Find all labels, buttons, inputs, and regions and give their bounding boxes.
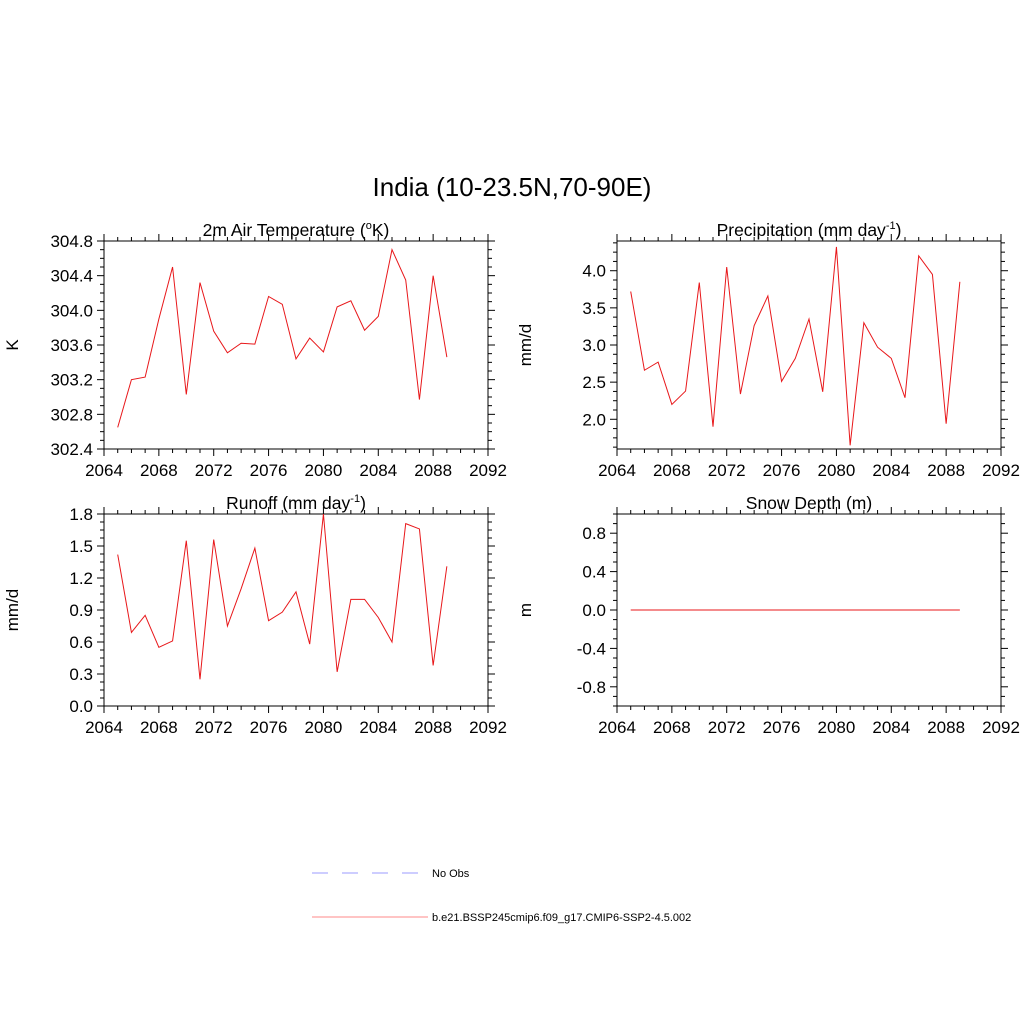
- x-tick-label: 2064: [598, 461, 636, 480]
- panels: 2m Air Temperature (oK) K 2064 2068 2072 2076…: [3, 220, 1020, 737]
- x-tick-label: 2084: [359, 718, 397, 737]
- legend-model-label: b.e21.BSSP245cmip6.f09_g17.CMIP6-SSP2-4.…: [432, 912, 691, 924]
- series-line: [630, 246, 961, 446]
- x-tick-label: 2092: [982, 718, 1020, 737]
- y-axis-label: mm/d: [516, 324, 535, 367]
- y-tick-label: 0.6: [69, 633, 93, 652]
- panel-title: Precipitation (mm day-1): [717, 220, 902, 240]
- x-tick-label: 2076: [250, 461, 288, 480]
- panel-title-main: Runoff (mm day: [226, 493, 350, 513]
- panel-3: Runoff (mm day-1) mm/d 2064 2068 2072 2076 208…: [3, 493, 507, 737]
- panel-title: 2m Air Temperature (oK): [203, 220, 390, 240]
- series-line: [117, 248, 448, 428]
- y-axis-label: K: [3, 339, 22, 351]
- y-tick-label: 0.9: [69, 601, 93, 620]
- y-tick-label: 1.2: [69, 569, 93, 588]
- panel-title: Runoff (mm day-1): [226, 493, 366, 513]
- x-tick-label: 2068: [140, 461, 178, 480]
- y-tick-label: -0.4: [577, 639, 606, 658]
- x-tick-label: 2072: [708, 718, 746, 737]
- x-tick-label: 2088: [414, 461, 452, 480]
- x-tick-label: 2080: [818, 718, 856, 737]
- plot-frame: [103, 240, 489, 450]
- x-tick-label: 2088: [927, 461, 965, 480]
- x-tick-label: 2068: [653, 461, 691, 480]
- x-tick-label: 2064: [598, 718, 636, 737]
- x-tick-label: 2092: [469, 461, 507, 480]
- x-tick-label: 2064: [85, 461, 123, 480]
- y-tick-label: 0.0: [582, 601, 606, 620]
- x-tick-label: 2076: [763, 718, 801, 737]
- y-tick-label: 0.3: [69, 665, 93, 684]
- x-tick-label: 2084: [359, 461, 397, 480]
- panel-4: Snow Depth (m) m 2064 2068 2072 2076 2080 2084 2…: [516, 493, 1020, 737]
- y-tick-label: 302.8: [50, 405, 93, 424]
- x-tick-label: 2092: [982, 461, 1020, 480]
- x-tick-label: 2080: [305, 718, 343, 737]
- panel-1: 2m Air Temperature (oK) K 2064 2068 2072 2076…: [3, 220, 507, 480]
- figure-title: India (10-23.5N,70-90E): [373, 172, 652, 202]
- legend-obs-label: No Obs: [432, 868, 470, 880]
- y-axis-label: m: [516, 603, 535, 617]
- y-tick-label: -0.8: [577, 678, 606, 697]
- y-tick-label: 0.8: [582, 524, 606, 543]
- y-tick-label: 3.0: [582, 336, 606, 355]
- y-tick-label: 3.5: [582, 299, 606, 318]
- panel-title: Snow Depth (m): [746, 493, 872, 513]
- plot-frame: [103, 513, 489, 707]
- panel-title-sup: -1: [886, 220, 896, 232]
- y-tick-label: 2.5: [582, 373, 606, 392]
- x-tick-label: 2088: [414, 718, 452, 737]
- y-tick-label: 304.4: [50, 267, 93, 286]
- x-tick-label: 2068: [653, 718, 691, 737]
- legend: No Obs b.e21.BSSP245cmip6.f09_g17.CMIP6-…: [312, 868, 691, 924]
- panel-title-end: ): [896, 220, 902, 240]
- panel-title-sup: -1: [350, 493, 360, 505]
- y-tick-label: 2.0: [582, 410, 606, 429]
- x-tick-label: 2080: [305, 461, 343, 480]
- panel-title-main: 2m Air Temperature (: [203, 220, 366, 240]
- series-line: [117, 513, 448, 680]
- x-tick-label: 2092: [469, 718, 507, 737]
- x-tick-label: 2068: [140, 718, 178, 737]
- x-tick-label: 2072: [195, 461, 233, 480]
- y-tick-label: 303.6: [50, 336, 93, 355]
- x-tick-label: 2072: [195, 718, 233, 737]
- y-tick-label: 304.0: [50, 301, 93, 320]
- x-tick-label: 2084: [872, 718, 910, 737]
- y-tick-label: 1.8: [69, 505, 93, 524]
- x-tick-label: 2076: [250, 718, 288, 737]
- x-tick-label: 2072: [708, 461, 746, 480]
- plot-frame: [616, 240, 1002, 450]
- x-tick-label: 2064: [85, 718, 123, 737]
- panel-title-main: Snow Depth (m): [746, 493, 872, 513]
- panel-title-main: Precipitation (mm day: [717, 220, 886, 240]
- y-tick-label: 4.0: [582, 262, 606, 281]
- y-tick-label: 304.8: [50, 232, 93, 251]
- panel-title-end: K): [372, 220, 390, 240]
- panel-2: Precipitation (mm day-1) mm/d 2064 2068 2072…: [516, 220, 1020, 480]
- x-tick-label: 2088: [927, 718, 965, 737]
- y-tick-label: 1.5: [69, 537, 93, 556]
- x-tick-label: 2084: [872, 461, 910, 480]
- y-tick-label: 303.2: [50, 371, 93, 390]
- x-tick-label: 2076: [763, 461, 801, 480]
- panel-title-end: ): [360, 493, 366, 513]
- panel-title-sup: o: [366, 220, 372, 232]
- y-tick-label: 302.4: [50, 440, 93, 459]
- x-tick-label: 2080: [818, 461, 856, 480]
- y-tick-label: 0.0: [69, 697, 93, 716]
- y-axis-label: mm/d: [3, 589, 22, 632]
- y-tick-label: 0.4: [582, 563, 606, 582]
